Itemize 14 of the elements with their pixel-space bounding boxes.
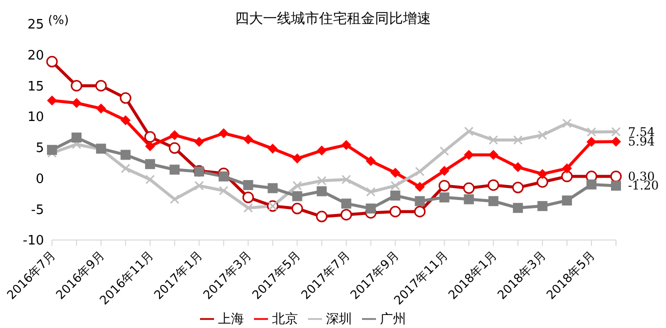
- legend-label: 广州: [380, 312, 406, 327]
- chart-title: 四大一线城市住宅租金同比增速: [235, 11, 431, 27]
- y-axis-title: (%): [48, 13, 69, 27]
- y-tick-label: 5: [36, 141, 44, 156]
- y-tick-label: -5: [31, 202, 44, 218]
- y-tick-label: 15: [27, 79, 44, 94]
- legend-label: 上海: [218, 312, 244, 327]
- y-tick-label: 0: [36, 172, 44, 187]
- y-tick-label: -10: [22, 234, 44, 249]
- legend-label: 北京: [272, 312, 298, 327]
- y-tick-label: 20: [27, 48, 44, 64]
- y-tick-label: 25: [27, 18, 44, 33]
- y-tick-label: 10: [27, 110, 44, 126]
- legend-label: 深圳: [326, 312, 352, 327]
